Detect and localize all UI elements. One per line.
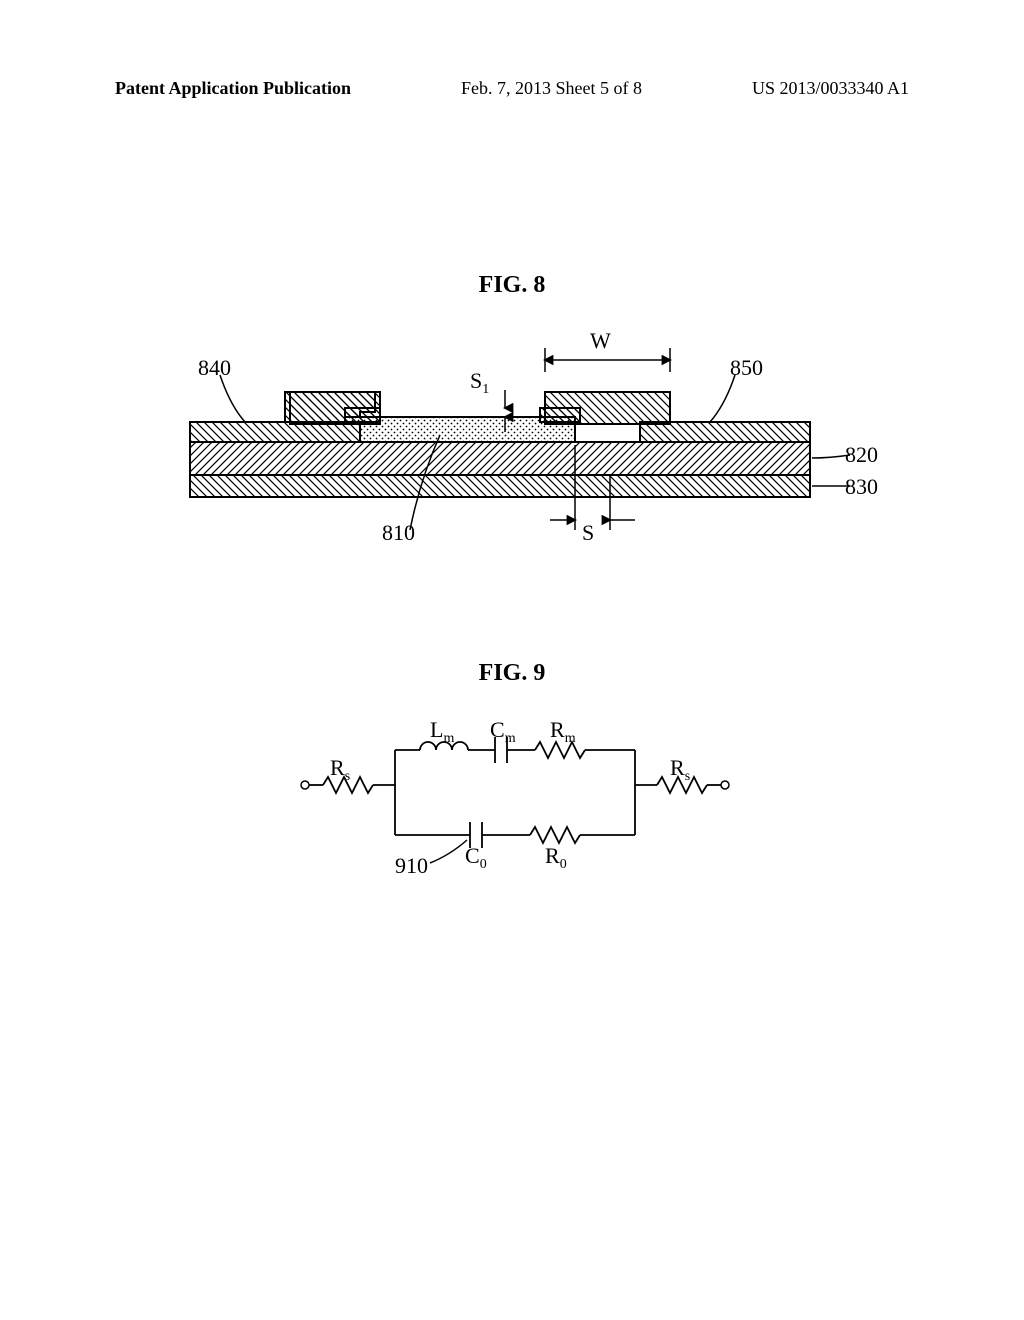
fig8-diagram: W S1 S 840 850 820 830 810 — [150, 320, 874, 550]
fig9-title: FIG. 9 — [0, 660, 1024, 687]
label-810: 810 — [382, 520, 415, 546]
label-910: 910 — [395, 853, 428, 879]
label-rm: Rm — [550, 717, 576, 743]
label-cm: Cm — [490, 717, 516, 743]
fig8-title: FIG. 8 — [0, 272, 1024, 299]
page-header: Patent Application Publication Feb. 7, 2… — [0, 78, 1024, 99]
label-lm: Lm — [430, 717, 454, 743]
header-left: Patent Application Publication — [115, 78, 351, 99]
label-rs-right: Rs — [670, 755, 690, 781]
label-c0: C0 — [465, 843, 487, 869]
header-right: US 2013/0033340 A1 — [752, 78, 909, 99]
label-830: 830 — [845, 474, 878, 500]
label-s1: S1 — [470, 368, 489, 394]
label-r0: R0 — [545, 843, 567, 869]
label-850: 850 — [730, 355, 763, 381]
label-820: 820 — [845, 442, 878, 468]
label-w: W — [590, 328, 611, 354]
label-840: 840 — [198, 355, 231, 381]
label-rs-left: Rs — [330, 755, 350, 781]
header-center: Feb. 7, 2013 Sheet 5 of 8 — [461, 78, 642, 99]
fig9-circuit: Lm Cm Rm Rs Rs C0 R0 910 — [295, 715, 735, 875]
label-s: S — [582, 520, 594, 546]
